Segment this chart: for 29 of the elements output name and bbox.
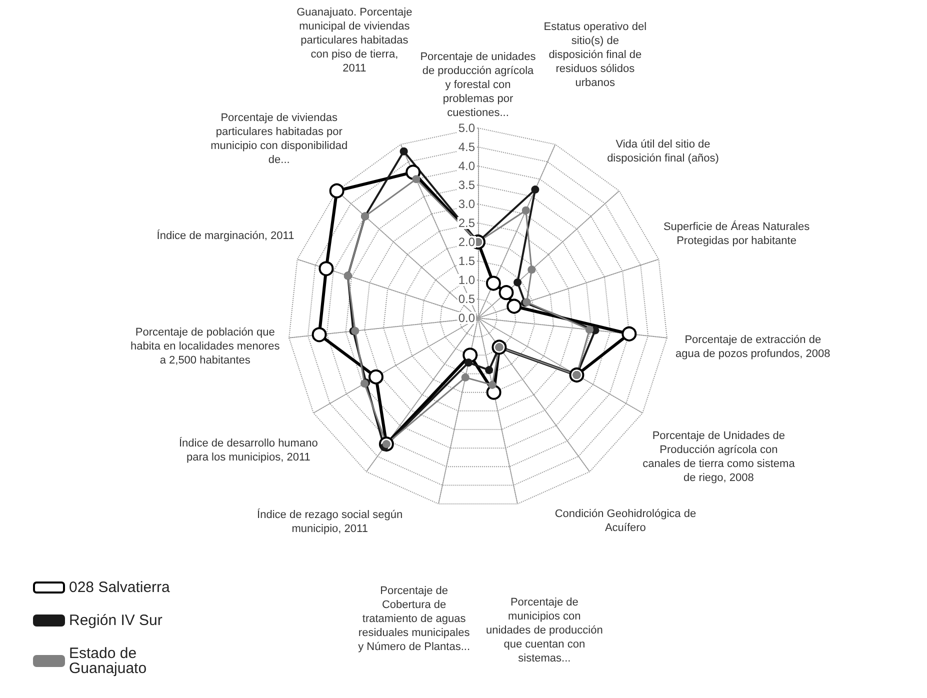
spoke-label: Porcentaje de Cobertura de tratamiento de aguas residuales municipales y Número de Plantas... [358,584,470,653]
y-tick-label: 2.0 [458,235,476,249]
y-tick-label: 1.0 [458,273,476,287]
spoke-label: Estatus operativo del sitio(s) de disposición final de residuos sólidos urbanos [544,20,647,89]
y-tick-label: 5.0 [458,121,476,135]
y-tick-label: 3.0 [458,197,476,211]
legend-label: 028 Salvatierra [69,579,171,596]
spoke-label: Vida útil del sitio de disposición final (años) [607,138,719,164]
y-tick-label: 3.5 [458,178,476,192]
spoke-label: Porcentaje de municipios con unidades de producción que cuentan con sistemas... [486,596,603,664]
spoke-label: Porcentaje de población que habita en localidades menores a 2,500 habitantes [130,326,280,367]
spoke-label: Porcentaje de unidades de producción agrícola y forestal con problemas por cuestiones... [420,51,536,119]
spoke-label: Guanajuato. Porcentaje municipal de viviendas particulares habitadas con piso de tierra, 2011 [296,6,412,74]
spoke-label: Índice de rezago social según municipio, 2011 [257,508,403,535]
y-tick-label: 4.0 [458,159,476,173]
y-tick-label: 0.0 [458,311,476,325]
y-tick-label: 1.5 [458,254,476,268]
y-tick-label: 0.5 [458,292,476,306]
spoke-label: Porcentaje de extracción de agua de pozos profundos, 2008 [676,334,830,360]
y-tick-label: 2.5 [458,216,476,230]
spoke-label: Condición Geohidrológica de Acuífero [554,508,696,534]
spoke-label: Superficie de Áreas Naturales Protegidas por habitante [663,220,810,248]
spoke-label: Porcentaje de Unidades de Producción agrícola con canales de tierra como sistema de riego, 2008 [642,430,796,484]
spoke-label: Índice de desarrollo humano para los municipios, 2011 [179,436,318,464]
y-tick-label: 4.5 [458,140,476,154]
legend-label: Región IV Sur [69,612,162,629]
legend-label: Estado de Guanajuato [69,645,147,677]
spoke-label: Índice de marginación, 2011 [156,228,294,242]
spoke-label: Porcentaje de viviendas particulares habitadas por municipio con disponibilidad de... [210,112,348,166]
